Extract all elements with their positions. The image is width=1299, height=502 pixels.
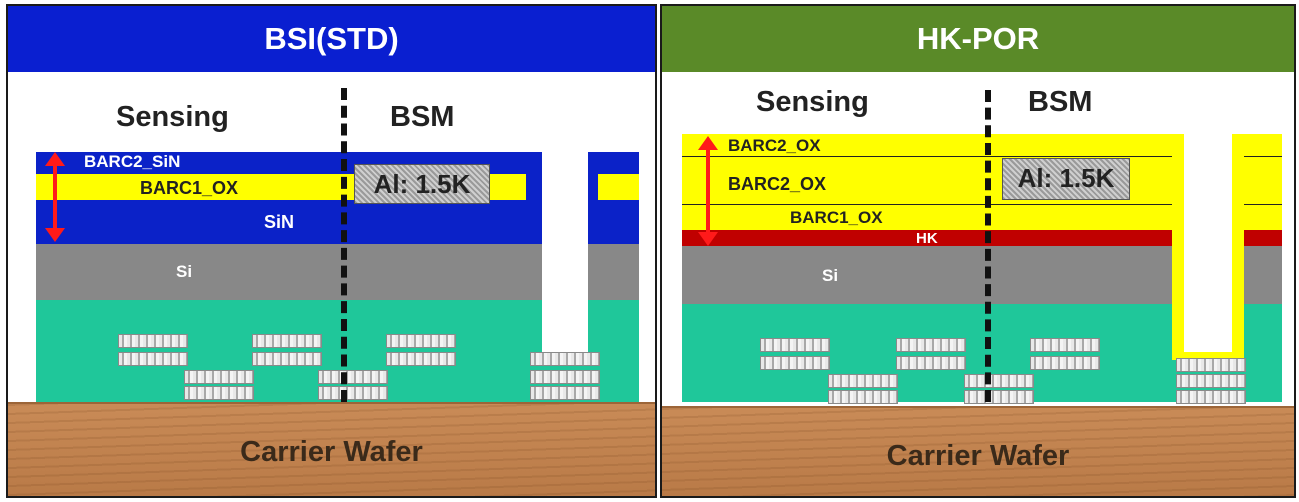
si-label: Si [176, 262, 193, 281]
si-label: Si [822, 266, 839, 285]
arrow-head-up-icon [698, 136, 718, 150]
si-layer [36, 244, 639, 300]
metal-line [530, 370, 600, 384]
trench-opening [1184, 124, 1232, 352]
panel-title-text: HK-POR [916, 21, 1040, 56]
carrier-wafer: Carrier Wafer [662, 406, 1294, 496]
panel-title: HK-POR [662, 6, 1294, 72]
bsm-label: BSM [1028, 86, 1093, 118]
hk-label: HK [916, 230, 938, 247]
metal-line [964, 374, 1034, 388]
metal-line [760, 356, 830, 370]
barc1-ox-label: BARC1_OX [790, 208, 883, 227]
al-pad: Al: 1.5K [1002, 158, 1130, 200]
sensing-label: Sensing [116, 101, 229, 133]
carrier-wafer-label: Carrier Wafer [240, 436, 423, 468]
al-pad-label: Al: 1.5K [373, 169, 471, 199]
thickness-arrow [53, 162, 57, 234]
hk-layer-right [1242, 230, 1282, 246]
carrier-wafer-label: Carrier Wafer [886, 440, 1070, 472]
sensing-bsm-divider [985, 90, 991, 402]
metal-line [252, 352, 322, 366]
metal-layer-region [36, 300, 639, 402]
metal-line [760, 338, 830, 352]
barc1-ox-label: BARC1_OX [140, 178, 239, 198]
layer-boundary [1244, 204, 1282, 205]
metal-line [184, 370, 254, 384]
panel-bsi-std: BSI(STD) Sensing BSM BARC2_SiN BARC1_OX … [6, 4, 657, 498]
layer-boundary [682, 156, 1172, 157]
metal-line [318, 370, 388, 384]
panel-hk-por: HK-POR Sensing BSM BARC2_OX BARC2_OX BAR… [660, 4, 1296, 498]
barc2-sin-label: BARC2_SiN [84, 152, 181, 171]
arrow-head-down-icon [698, 232, 718, 246]
layer-boundary [682, 204, 1172, 205]
carrier-wafer: Carrier Wafer [8, 402, 655, 496]
metal-line [1176, 374, 1246, 388]
metal-line [530, 386, 600, 400]
metal-line [1176, 390, 1246, 404]
barc1-ox-layer-right [598, 174, 639, 200]
sin-label: SiN [264, 212, 295, 232]
metal-line [896, 356, 966, 370]
metal-line [184, 386, 254, 400]
metal-line [118, 352, 188, 366]
al-pad: Al: 1.5K [354, 164, 490, 204]
metal-line [386, 352, 456, 366]
barc2-ox-top-label: BARC2_OX [728, 136, 821, 155]
panel-title: BSI(STD) [8, 6, 655, 72]
metal-line [828, 390, 898, 404]
metal-line [252, 334, 322, 348]
metal-line [828, 374, 898, 388]
barc2-ox-mid-label: BARC2_OX [728, 174, 827, 194]
sensing-label: Sensing [756, 86, 869, 118]
bsm-label: BSM [390, 101, 455, 133]
metal-line [118, 334, 188, 348]
metal-line [1176, 358, 1246, 372]
layer-boundary [1244, 156, 1282, 157]
metal-line [530, 352, 600, 366]
metal-line [896, 338, 966, 352]
metal-line [1030, 338, 1100, 352]
thickness-arrow [706, 146, 710, 238]
al-pad-label: Al: 1.5K [1017, 163, 1115, 193]
arrow-head-up-icon [45, 152, 65, 166]
metal-line [386, 334, 456, 348]
metal-line [964, 390, 1034, 404]
panel-title-text: BSI(STD) [264, 21, 399, 56]
sensing-bsm-divider [341, 88, 347, 402]
trench-opening [542, 124, 588, 352]
metal-line [318, 386, 388, 400]
hk-layer [682, 230, 1174, 246]
metal-line [1030, 356, 1100, 370]
arrow-head-down-icon [45, 228, 65, 242]
